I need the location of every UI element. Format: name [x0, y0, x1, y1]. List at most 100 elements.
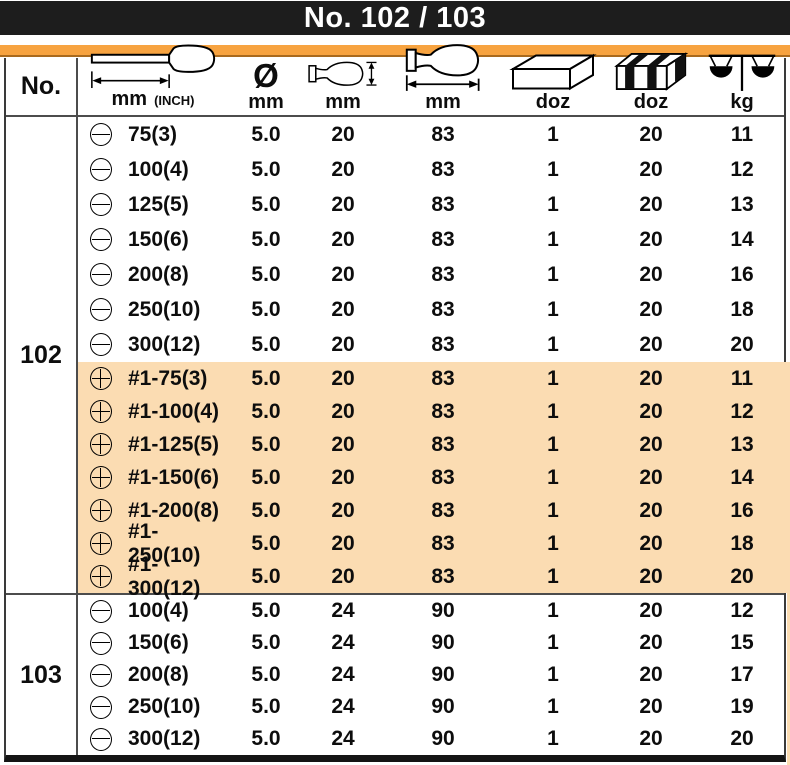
carton-qty-cell: 20 — [639, 297, 663, 321]
handle-diameter-cell: 20 — [331, 122, 355, 146]
size-cell: #1-100(4) — [78, 400, 228, 424]
handle-diameter-cell: 20 — [331, 157, 355, 181]
table-row: 150(6) 5.0 24 90 1 20 15 — [78, 627, 784, 659]
inner-box-qty-cell: 1 — [547, 122, 559, 146]
shaft-diameter-cell: 5.0 — [251, 465, 281, 489]
inner-box-qty-cell: 1 — [547, 631, 559, 654]
handle-length-cell: 83 — [431, 297, 455, 321]
handle-length-cell: 90 — [431, 631, 455, 654]
table-row: 200(8) 5.0 24 90 1 20 17 — [78, 659, 784, 691]
column-header-handle-diameter: mm — [304, 58, 382, 115]
phillips-tip-icon — [90, 499, 112, 522]
shaft-diameter-cell: 5.0 — [251, 498, 281, 522]
unit-label: mm — [425, 91, 461, 113]
carton-qty-cell: 20 — [639, 122, 663, 146]
inner-box-qty-cell: 1 — [547, 157, 559, 181]
column-header-handle-length: mm — [382, 44, 504, 115]
size-label: 150(6) — [128, 631, 189, 654]
screwdriver-length-icon — [78, 44, 228, 89]
handle-length-cell: 83 — [431, 122, 455, 146]
shaft-diameter-cell: 5.0 — [251, 399, 281, 423]
table-body: 102 75(3) 5.0 20 83 1 20 11 100(4) 5.0 20 83 1 20 12 12… — [6, 117, 784, 755]
size-cell: 200(8) — [78, 663, 228, 687]
unit-label: doz — [633, 91, 669, 113]
inner-box-qty-cell: 1 — [547, 332, 559, 356]
size-cell: #1-300(12) — [78, 553, 228, 601]
inner-box-qty-cell: 1 — [547, 227, 559, 251]
handle-diameter-cell: 20 — [331, 192, 355, 216]
weight-cell: 19 — [730, 695, 754, 718]
weight-cell: 12 — [730, 599, 754, 622]
inner-box-qty-cell: 1 — [547, 432, 559, 456]
handle-length-cell: 83 — [431, 531, 455, 555]
handle-length-cell: 83 — [431, 157, 455, 181]
phillips-tip-icon — [90, 532, 112, 555]
carton-qty-cell: 20 — [639, 157, 663, 181]
carton-qty-cell: 20 — [639, 599, 663, 622]
size-label: #1-300(12) — [128, 552, 201, 600]
size-label: #1-250(10) — [128, 519, 201, 567]
handle-diameter-cell: 20 — [331, 531, 355, 555]
inner-box-qty-cell: 1 — [547, 262, 559, 286]
column-header-no: No. — [6, 58, 78, 115]
handle-length-cell: 83 — [431, 366, 455, 390]
slotted-tip-icon — [90, 298, 112, 321]
highlight-bleed — [783, 362, 790, 593]
size-cell: 150(6) — [78, 631, 228, 655]
size-cell: #1-125(5) — [78, 433, 228, 457]
shaft-diameter-cell: 5.0 — [251, 192, 281, 216]
weight-cell: 12 — [730, 157, 754, 181]
carton-icon — [602, 51, 700, 92]
weight-cell: 14 — [730, 227, 754, 251]
shaft-diameter-cell: 5.0 — [251, 297, 281, 321]
shaft-diameter-cell: 5.0 — [251, 564, 281, 588]
column-header-carton: doz — [602, 52, 700, 115]
inner-box-qty-cell: 1 — [547, 297, 559, 321]
handle-length-cell: 90 — [431, 599, 455, 622]
handle-diameter-cell: 20 — [331, 366, 355, 390]
handle-diameter-cell: 20 — [331, 227, 355, 251]
shaft-diameter-cell: 5.0 — [251, 227, 281, 251]
unit-label: mm — [111, 88, 148, 110]
size-label: 200(8) — [128, 663, 189, 686]
size-cell: 250(10) — [78, 695, 228, 719]
size-label: 100(4) — [128, 157, 189, 181]
slotted-tip-icon — [90, 631, 112, 655]
handle-diameter-cell: 24 — [331, 599, 355, 622]
page-title-banner: No. 102 / 103 — [0, 1, 790, 35]
unit-label: kg — [730, 91, 754, 113]
handle-length-cell: 83 — [431, 498, 455, 522]
size-cell: 125(5) — [78, 193, 228, 217]
carton-qty-cell: 20 — [639, 465, 663, 489]
handle-diameter-cell: 24 — [331, 663, 355, 686]
carton-qty-cell: 20 — [639, 262, 663, 286]
table-row: 75(3) 5.0 20 83 1 20 11 — [78, 117, 784, 152]
column-header-inner-box: doz — [504, 53, 602, 115]
size-label: 250(10) — [128, 695, 201, 718]
column-header-length: mm (INCH) — [78, 44, 228, 115]
carton-qty-cell: 20 — [639, 631, 663, 654]
slotted-tip-icon — [90, 663, 112, 687]
unit-line: mm (INCH) — [111, 89, 194, 115]
size-label: 250(10) — [128, 297, 201, 321]
handle-diameter-cell: 20 — [331, 432, 355, 456]
table-row: #1-300(12) 5.0 20 83 1 20 20 — [78, 553, 784, 600]
size-label: 300(12) — [128, 727, 201, 750]
phillips-tip-icon — [90, 433, 112, 456]
slotted-tip-icon — [90, 228, 112, 251]
table-row: 100(4) 5.0 20 83 1 20 12 — [78, 152, 784, 187]
weight-cell: 12 — [730, 399, 754, 423]
weight-cell: 20 — [730, 727, 754, 750]
handle-diameter-cell: 24 — [331, 631, 355, 654]
handle-diameter-cell: 24 — [331, 695, 355, 718]
phillips-tip-icon — [90, 400, 112, 423]
table-header: No. mm (INCH) — [6, 44, 784, 117]
spec-table: No. mm (INCH) — [4, 44, 786, 762]
balance-scale-icon — [700, 50, 784, 92]
size-label: 75(3) — [128, 122, 178, 146]
table-row: 150(6) 5.0 20 83 1 20 14 — [78, 222, 784, 257]
unit-alt-label: (INCH) — [154, 93, 195, 108]
table-row: #1-250(10) 5.0 20 83 1 20 18 — [78, 520, 784, 567]
phillips-tip-icon — [90, 466, 112, 489]
table-row: 250(10) 5.0 24 90 1 20 19 — [78, 691, 784, 723]
